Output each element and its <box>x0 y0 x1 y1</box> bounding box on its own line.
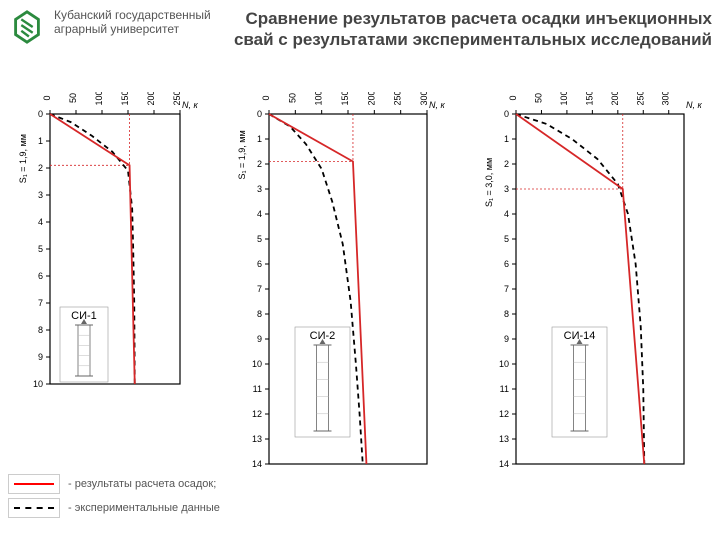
svg-text:1: 1 <box>504 134 509 144</box>
svg-text:0: 0 <box>504 109 509 119</box>
chart-si1: 050100150200250012345678910N, кНN₁ =153,… <box>18 92 198 492</box>
svg-text:S₁ = 1,9, мм: S₁ = 1,9, мм <box>237 130 247 179</box>
legend-calc: - результаты расчета осадок; <box>68 478 216 490</box>
svg-text:13: 13 <box>252 434 262 444</box>
svg-text:7: 7 <box>504 284 509 294</box>
svg-text:100: 100 <box>314 92 324 106</box>
legend-exp: - экспериментальные данные <box>68 502 220 514</box>
svg-text:3: 3 <box>504 184 509 194</box>
svg-text:0: 0 <box>38 109 43 119</box>
svg-text:100: 100 <box>559 92 569 106</box>
svg-text:11: 11 <box>253 384 262 394</box>
svg-text:13: 13 <box>499 434 509 444</box>
svg-text:100: 100 <box>94 92 104 106</box>
svg-text:0: 0 <box>42 95 52 100</box>
svg-text:1: 1 <box>38 136 43 146</box>
svg-text:250: 250 <box>635 92 645 106</box>
svg-text:4: 4 <box>38 217 43 227</box>
svg-text:50: 50 <box>287 93 297 103</box>
svg-text:150: 150 <box>584 92 594 106</box>
svg-text:12: 12 <box>252 409 262 419</box>
svg-text:8: 8 <box>38 325 43 335</box>
university-line1: Кубанский государственный <box>54 8 214 22</box>
svg-text:150: 150 <box>120 92 130 106</box>
svg-text:0: 0 <box>257 109 262 119</box>
svg-text:N, кН: N, кН <box>686 100 702 110</box>
svg-text:250: 250 <box>393 92 403 106</box>
svg-text:N, кН: N, кН <box>182 100 198 110</box>
svg-text:6: 6 <box>504 259 509 269</box>
svg-text:8: 8 <box>257 309 262 319</box>
svg-text:300: 300 <box>419 92 429 106</box>
svg-text:11: 11 <box>499 384 508 394</box>
svg-text:S₁ = 1,9, мм: S₁ = 1,9, мм <box>18 134 28 183</box>
svg-text:0: 0 <box>261 95 271 100</box>
svg-text:10: 10 <box>499 359 509 369</box>
svg-text:9: 9 <box>504 334 509 344</box>
svg-text:5: 5 <box>257 234 262 244</box>
svg-text:3: 3 <box>38 190 43 200</box>
svg-text:2: 2 <box>38 163 43 173</box>
svg-text:6: 6 <box>38 271 43 281</box>
svg-text:14: 14 <box>252 459 262 469</box>
svg-text:0: 0 <box>508 95 518 100</box>
university-line2: аграрный университет <box>54 22 214 36</box>
svg-text:12: 12 <box>499 409 509 419</box>
svg-text:50: 50 <box>533 93 543 103</box>
svg-text:4: 4 <box>504 209 509 219</box>
svg-text:150: 150 <box>340 92 350 106</box>
svg-text:10: 10 <box>252 359 262 369</box>
svg-text:5: 5 <box>504 234 509 244</box>
svg-text:250: 250 <box>172 92 182 106</box>
svg-text:N, кН: N, кН <box>429 100 445 110</box>
svg-text:1: 1 <box>257 134 262 144</box>
svg-text:2: 2 <box>257 159 262 169</box>
svg-text:9: 9 <box>38 352 43 362</box>
svg-text:7: 7 <box>257 284 262 294</box>
svg-text:10: 10 <box>33 379 43 389</box>
legend: - результаты расчета осадок; - экспериме… <box>8 474 220 522</box>
svg-text:6: 6 <box>257 259 262 269</box>
svg-text:8: 8 <box>504 309 509 319</box>
page-title: Сравнение результатов расчета осадки инъ… <box>214 8 712 51</box>
chart-si2: 05010015020025030001234567891011121314N,… <box>235 92 445 492</box>
svg-text:200: 200 <box>366 92 376 106</box>
svg-text:50: 50 <box>68 93 78 103</box>
svg-text:2: 2 <box>504 159 509 169</box>
logo <box>8 8 46 46</box>
svg-text:S₁ = 3,0, мм: S₁ = 3,0, мм <box>484 158 494 207</box>
svg-text:300: 300 <box>660 92 670 106</box>
svg-text:200: 200 <box>609 92 619 106</box>
svg-text:3: 3 <box>257 184 262 194</box>
svg-text:14: 14 <box>499 459 509 469</box>
svg-text:200: 200 <box>146 92 156 106</box>
svg-text:5: 5 <box>38 244 43 254</box>
chart-si14: 05010015020025030001234567891011121314N,… <box>482 92 702 492</box>
svg-text:7: 7 <box>38 298 43 308</box>
svg-text:4: 4 <box>257 209 262 219</box>
svg-text:9: 9 <box>257 334 262 344</box>
